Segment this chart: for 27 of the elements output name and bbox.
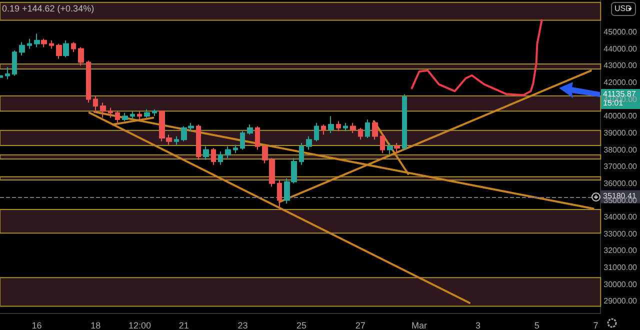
y-tick-label: 39000.00 [604, 128, 638, 138]
x-tick-label: 21 [178, 320, 189, 330]
x-tick-label: 3 [476, 320, 481, 330]
x-tick-label: 5 [534, 320, 540, 330]
x-tick-label: 18 [90, 320, 101, 330]
x-tick-label: 27 [355, 320, 366, 330]
x-tick-label: 25 [296, 320, 307, 330]
y-tick-label: 36000.00 [604, 178, 638, 188]
y-tick-label: 30000.00 [604, 280, 638, 289]
y-tick-label: 33000.00 [604, 229, 638, 238]
y-tick-label: 40000.00 [604, 112, 638, 121]
y-tick-label: 32000.00 [604, 246, 638, 256]
y-tick-label: 43000.00 [604, 61, 638, 70]
annotation: 0.19 +144.62 (+0.34%) [2, 4, 94, 14]
y-tick-label: 37000.00 [604, 162, 638, 172]
y-tick-label: 31000.00 [604, 263, 638, 272]
y-tick-label: 38000.00 [604, 145, 638, 154]
y-tick-label: 34000.00 [604, 212, 638, 222]
y-tick-label: 44000.00 [604, 44, 638, 54]
x-tick-label: 23 [238, 320, 248, 330]
x-tick-label: Mar [411, 320, 427, 330]
y-tick-label: 45000.00 [604, 27, 638, 36]
x-tick-label: 12:00 [128, 320, 152, 330]
y-tick-label: 29000.00 [604, 296, 638, 306]
x-tick-label: 7 [593, 320, 598, 330]
y-tick-label: 42000.00 [604, 78, 638, 87]
x-tick-label: 16 [32, 320, 42, 330]
